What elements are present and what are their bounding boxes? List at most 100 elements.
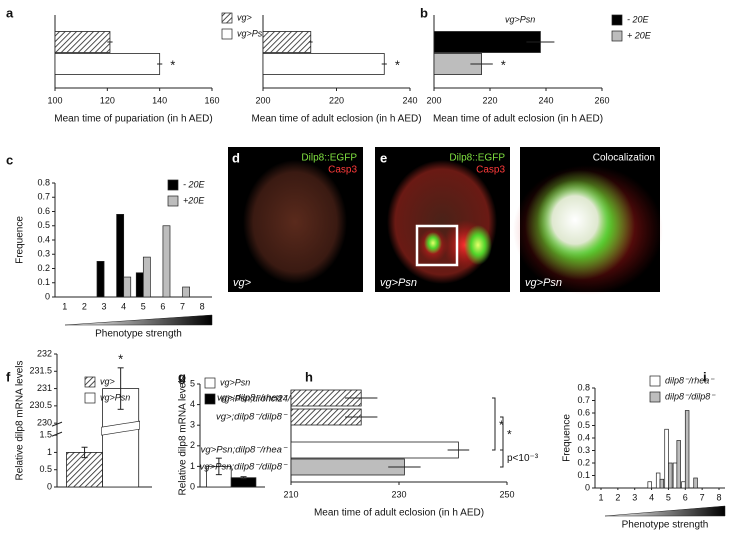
y-tick-label: 0.7 — [37, 192, 50, 202]
y-tick-label: 232 — [37, 348, 52, 358]
x-tick-label: 8 — [716, 492, 721, 502]
panel-letter: f — [6, 369, 11, 384]
genotype-label: vg> — [233, 277, 252, 289]
bar — [647, 481, 652, 489]
y-axis-label: Relative dilp8 mRNA levels — [15, 360, 26, 480]
x-tick-label: 7 — [180, 301, 185, 311]
bar — [664, 428, 669, 489]
y-tick-label: 4 — [190, 399, 195, 409]
y-tick-label: 0.2 — [577, 457, 590, 467]
legend-swatch — [84, 376, 96, 388]
bar — [54, 53, 161, 75]
y-tick-label: 0.2 — [37, 263, 50, 273]
y-tick-label: 0.5 — [39, 464, 52, 474]
x-tick-label: 240 — [538, 95, 553, 105]
bar — [433, 31, 541, 53]
y-tick-label: vg>;dilp8⁻/dilp8⁻ — [216, 412, 288, 423]
bar — [182, 286, 190, 298]
y-tick-label: 0 — [45, 291, 50, 301]
y-tick-label: 0.6 — [37, 206, 50, 216]
legend-label: - 20E — [183, 179, 206, 189]
image-title: Colocalization — [593, 153, 655, 164]
x-axis-label: Mean time of adult eclosion (in h AED) — [433, 114, 603, 125]
x-tick-label: 4 — [121, 301, 126, 311]
x-tick-label: 4 — [649, 492, 654, 502]
y-tick-label: 231 — [37, 383, 52, 393]
bar — [54, 31, 111, 53]
y-tick-label: 0.1 — [577, 470, 590, 480]
x-tick-label: 1 — [62, 301, 67, 311]
x-tick-label: 200 — [426, 95, 441, 105]
genotype-label: vg>Psn — [525, 277, 562, 289]
y-tick-label: 0.3 — [37, 249, 50, 259]
x-tick-label: 8 — [200, 301, 205, 311]
x-tick-label: 220 — [329, 95, 344, 105]
image-label: Dilp8::EGFP — [449, 153, 505, 164]
legend-label: - 20E — [627, 14, 650, 24]
legend-swatch — [611, 14, 623, 26]
x-tick-label: 5 — [141, 301, 146, 311]
bar — [676, 440, 681, 489]
bar — [672, 462, 678, 489]
y-tick-label: 0.8 — [577, 382, 590, 392]
y-tick-label: 0.1 — [37, 277, 50, 287]
axis-break — [101, 420, 140, 436]
significance-mark: * — [170, 57, 175, 72]
y-tick-label: 0.4 — [577, 432, 590, 442]
image-e — [375, 147, 510, 292]
image-label: Casp3 — [328, 165, 357, 176]
y-tick-label: 230 — [37, 418, 52, 428]
x-tick-label: 2 — [82, 301, 87, 311]
panel-letter: d — [232, 150, 240, 165]
legend-label: +20E — [183, 195, 205, 205]
x-axis-label: Mean time of adult eclosion (in h AED) — [251, 114, 421, 125]
bar — [684, 410, 690, 489]
y-tick-label: 0.6 — [577, 407, 590, 417]
y-tick-label: 0.5 — [37, 220, 50, 230]
genotype-label: vg>Psn — [380, 277, 417, 289]
x-axis-label: Phenotype strength — [622, 520, 709, 531]
panel-letter: c — [6, 152, 13, 167]
bar — [262, 53, 385, 75]
legend-label: vg>Psn — [100, 392, 130, 402]
panel-letter: b — [420, 5, 428, 20]
y-tick-label: 0.5 — [577, 420, 590, 430]
panel-letter: a — [6, 5, 14, 20]
y-tick-label: 0 — [585, 482, 590, 492]
legend-swatch — [167, 179, 179, 191]
significance-mark: * — [501, 57, 506, 72]
y-axis-label: Frequence — [15, 216, 26, 264]
annotation: * — [507, 428, 512, 442]
y-tick-label: 231.5 — [29, 366, 52, 376]
y-tick-label: 0 — [190, 481, 195, 491]
x-tick-label: 220 — [482, 95, 497, 105]
strength-wedge — [604, 505, 726, 517]
legend-label: vg> — [237, 12, 252, 22]
y-tick-label: vg>Psn;dilp8⁻/rhea⁻ — [201, 445, 288, 456]
bar — [116, 214, 125, 298]
x-tick-label: 5 — [666, 492, 671, 502]
bar — [659, 478, 665, 489]
panel-letter: i — [703, 369, 707, 384]
y-tick-label: 0.3 — [577, 445, 590, 455]
y-tick-label: 5 — [190, 378, 195, 388]
x-axis-label: Phenotype strength — [95, 329, 182, 340]
bar — [681, 481, 686, 489]
x-axis-label: Mean time of adult eclosion (in h AED) — [314, 508, 484, 519]
bracket — [492, 397, 496, 451]
legend-swatch — [221, 28, 233, 40]
bar — [693, 477, 698, 489]
legend-swatch — [649, 391, 661, 403]
panel-letter: h — [305, 369, 313, 384]
bar — [96, 261, 105, 298]
axis-break — [51, 421, 63, 437]
image-d — [228, 147, 363, 292]
legend-swatch — [167, 195, 179, 207]
x-tick-label: 3 — [632, 492, 637, 502]
legend-swatch — [221, 12, 233, 24]
bar — [290, 458, 405, 476]
x-tick-label: 120 — [100, 95, 115, 105]
x-tick-label: 140 — [152, 95, 167, 105]
y-tick-label: 0.4 — [37, 234, 50, 244]
